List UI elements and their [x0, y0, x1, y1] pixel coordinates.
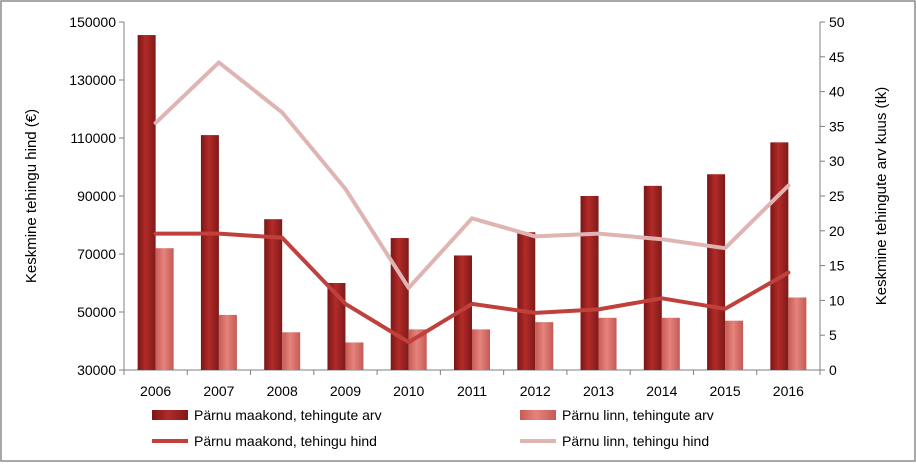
- bar-maakond-arv-2008: [264, 219, 283, 370]
- bar-linn-arv-2016: [788, 297, 807, 370]
- legend: Pärnu maakond, tehingute arv Pärnu linn,…: [152, 407, 714, 449]
- y-right-tick-label-4: 20: [829, 223, 845, 239]
- bar-maakond-arv-2007: [200, 135, 219, 370]
- bar-maakond-arv-2014: [643, 185, 662, 370]
- y-right-tick-label-9: 45: [829, 49, 845, 65]
- x-tick-label-2009: 2009: [330, 383, 361, 399]
- legend-label-maakond-arv: Pärnu maakond, tehingute arv: [194, 407, 382, 423]
- y-left-tick-label-0: 30000: [77, 362, 116, 378]
- lines: [153, 60, 791, 345]
- bar-maakond-arv-2016: [770, 142, 789, 370]
- bar-linn-arv-2006: [155, 248, 174, 370]
- bar-maakond-arv-2013: [580, 196, 599, 370]
- x-tick-label-2007: 2007: [203, 383, 234, 399]
- bar-linn-arv-2011: [472, 329, 490, 370]
- bar-maakond-arv-2012: [517, 232, 536, 370]
- bar-linn-arv-2007: [218, 314, 237, 370]
- y-right-tick-label-5: 25: [829, 188, 845, 204]
- bar-maakond-arv-2011: [454, 255, 472, 370]
- y-left-tick-label-4: 110000: [70, 130, 116, 146]
- bar-linn-arv-2008: [282, 332, 301, 370]
- tick-labels: 30000 50000 70000 90000 110000 130000 150000 0 5…: [69, 14, 845, 399]
- x-tick-label-2011: 2011: [457, 383, 487, 399]
- bar-maakond-arv-2009: [327, 283, 346, 370]
- bar-maakond-arv-2010: [390, 238, 409, 370]
- y-right-tick-label-0: 0: [829, 362, 837, 378]
- bar-linn-arv-2009: [345, 342, 364, 370]
- bar-linn-arv-2013: [598, 317, 617, 370]
- bars: [137, 35, 807, 371]
- legend-swatch-linn-arv: [520, 410, 556, 420]
- x-tick-label-2008: 2008: [267, 383, 298, 399]
- line-maakond-hind: [153, 231, 791, 345]
- y-left-tick-label-3: 90000: [77, 188, 116, 204]
- x-tick-label-2014: 2014: [646, 383, 677, 399]
- legend-swatch-maakond-arv: [152, 410, 188, 420]
- y-left-tick-label-5: 130000: [69, 72, 116, 88]
- x-tick-label-2012: 2012: [520, 383, 551, 399]
- y-right-tick-label-1: 5: [829, 327, 837, 343]
- y-right-tick-label-2: 10: [829, 292, 845, 308]
- y-left-tick-label-6: 150000: [69, 14, 116, 30]
- y-axis-left-title: Keskmine tehingu hind (€): [23, 109, 40, 283]
- x-tick-label-2006: 2006: [140, 383, 171, 399]
- y-left-tick-label-2: 70000: [77, 246, 116, 262]
- bar-maakond-arv-2015: [707, 174, 726, 370]
- x-tick-label-2013: 2013: [583, 383, 614, 399]
- x-tick-label-2015: 2015: [710, 383, 741, 399]
- bar-linn-arv-2015: [725, 320, 744, 370]
- bar-maakond-arv-2006: [137, 35, 156, 371]
- x-tick-label-2010: 2010: [393, 383, 424, 399]
- y-right-tick-label-8: 40: [829, 84, 845, 100]
- bar-linn-arv-2014: [661, 317, 680, 370]
- legend-label-maakond-hind: Pärnu maakond, tehingu hind: [194, 433, 377, 449]
- y-left-tick-label-1: 50000: [77, 304, 116, 320]
- y-right-tick-label-3: 15: [829, 258, 845, 274]
- bar-linn-arv-2012: [535, 322, 554, 370]
- y-right-tick-label-10: 50: [829, 14, 845, 30]
- y-axis-right-title: Keskmine tehingute arv kuus (tk): [873, 87, 890, 305]
- legend-label-linn-hind: Pärnu linn, tehingu hind: [562, 433, 709, 449]
- y-right-tick-label-6: 30: [829, 153, 845, 169]
- x-tick-label-2016: 2016: [773, 383, 804, 399]
- legend-label-linn-arv: Pärnu linn, tehingute arv: [562, 407, 714, 423]
- y-right-tick-label-7: 35: [829, 118, 845, 134]
- line-linn-hind: [153, 60, 791, 290]
